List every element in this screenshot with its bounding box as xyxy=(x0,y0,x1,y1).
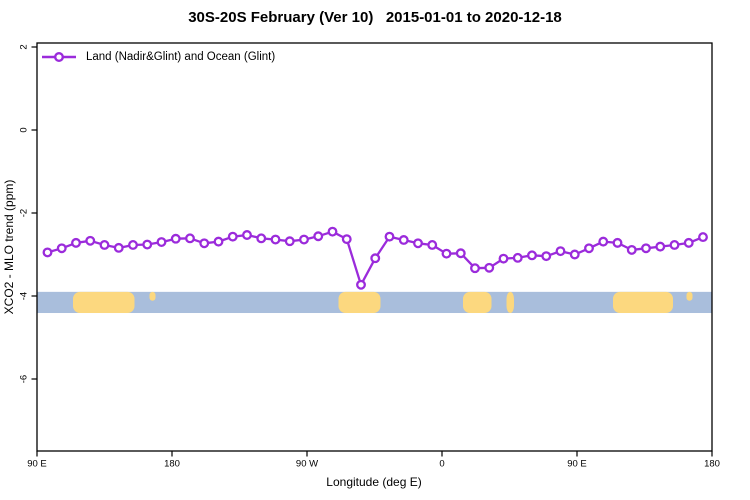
x-tick-label: 90 E xyxy=(567,459,587,470)
data-point xyxy=(341,234,352,245)
data-point xyxy=(655,241,666,252)
data-point xyxy=(71,237,81,248)
x-tick-label: 180 xyxy=(164,459,180,470)
legend-line-marker-icon xyxy=(42,52,76,62)
data-point xyxy=(527,250,537,261)
data-point xyxy=(441,248,452,259)
data-point xyxy=(669,240,680,250)
land-segment xyxy=(73,291,135,314)
data-point xyxy=(427,240,438,250)
land-segment xyxy=(506,291,514,314)
data-point xyxy=(299,234,309,245)
land-segment xyxy=(686,291,693,301)
land-segment xyxy=(338,291,381,314)
data-point xyxy=(56,243,67,254)
plot-border xyxy=(36,42,713,452)
data-point xyxy=(213,236,224,247)
y-tick-label: -4 xyxy=(19,292,30,300)
data-point xyxy=(356,279,366,290)
legend-label: Land (Nadir&Glint) and Ocean (Glint) xyxy=(86,51,276,63)
data-point xyxy=(498,253,509,264)
data-point xyxy=(99,240,110,250)
x-tick-label: 0 xyxy=(439,459,444,470)
data-point xyxy=(598,236,609,247)
data-point xyxy=(313,231,324,242)
data-point xyxy=(156,237,167,247)
data-point xyxy=(470,263,480,274)
data-point xyxy=(370,253,381,264)
y-tick-label: 0 xyxy=(19,127,30,132)
data-point xyxy=(170,233,181,244)
data-point xyxy=(199,238,210,249)
x-tick-label: 90 W xyxy=(296,459,318,470)
data-point xyxy=(612,237,623,248)
y-axis-title: XCO2 - MLO trend (ppm) xyxy=(2,180,16,315)
data-point xyxy=(584,243,594,254)
data-point xyxy=(555,246,566,257)
data-point xyxy=(242,230,252,240)
data-point xyxy=(384,231,395,242)
x-tick-label: 90 E xyxy=(27,459,47,470)
land-segment xyxy=(463,291,492,314)
data-point xyxy=(227,231,238,242)
data-point xyxy=(683,237,694,248)
data-point xyxy=(398,235,409,245)
data-point xyxy=(128,240,138,250)
data-point xyxy=(512,252,523,263)
data-point xyxy=(698,232,708,243)
x-axis-title: Longitude (deg E) xyxy=(326,475,421,489)
data-point xyxy=(641,243,651,254)
data-point xyxy=(541,251,552,262)
data-point xyxy=(626,244,637,255)
data-point xyxy=(327,226,338,237)
data-point xyxy=(270,234,281,245)
y-tick-label: -2 xyxy=(19,209,30,217)
data-point xyxy=(484,262,495,273)
data-point xyxy=(455,248,466,259)
data-point xyxy=(413,238,423,249)
data-point xyxy=(185,233,195,244)
data-point xyxy=(42,247,53,258)
data-point xyxy=(142,239,153,250)
land-segment xyxy=(613,291,673,314)
data-point xyxy=(284,236,295,247)
legend: Land (Nadir&Glint) and Ocean (Glint) xyxy=(41,51,275,63)
data-point xyxy=(569,249,580,260)
data-point xyxy=(85,235,96,246)
y-tick-label: 2 xyxy=(19,44,30,49)
land-segment xyxy=(149,291,156,301)
chart-title: 30S-20S February (Ver 10) 2015-01-01 to … xyxy=(188,9,562,26)
x-tick-label: 180 xyxy=(704,459,720,470)
y-tick-label: -6 xyxy=(19,375,30,383)
data-point xyxy=(113,242,124,253)
data-point xyxy=(256,233,267,244)
